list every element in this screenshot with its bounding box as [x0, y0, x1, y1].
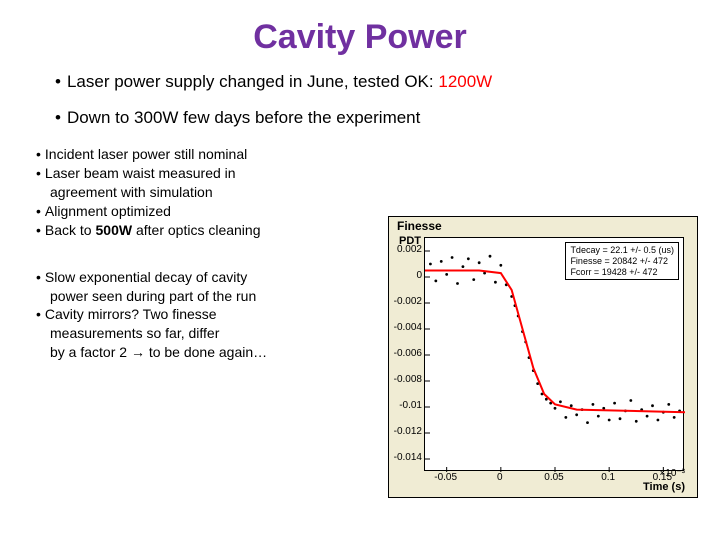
- chart-ytick: -0.004: [390, 322, 422, 333]
- chart-ytick: -0.008: [390, 374, 422, 385]
- chart-xlabel: Time (s): [643, 481, 685, 493]
- stat-line-1: Tdecay = 22.1 +/- 0.5 (us): [570, 245, 674, 256]
- chart-xtick: 0.1: [593, 472, 623, 483]
- arrow-icon: →: [131, 344, 145, 360]
- g1-l3: •Alignment optimized: [36, 202, 386, 221]
- chart-plot-area: Tdecay = 22.1 +/- 0.5 (us) Finesse = 208…: [424, 237, 684, 471]
- page-title: Cavity Power: [0, 18, 720, 57]
- g1-l1: •Incident laser power still nominal: [36, 145, 386, 164]
- stat-line-2: Finesse = 20842 +/- 472: [570, 256, 674, 267]
- left-column: •Incident laser power still nominal •Las…: [36, 145, 386, 390]
- bullet-1-value: 1200W: [438, 72, 492, 91]
- chart-xexp: ×10⁻³: [659, 468, 685, 479]
- g2-l2: •Cavity mirrors? Two finessemeasurements…: [36, 305, 386, 362]
- chart-ytick: -0.012: [390, 426, 422, 437]
- bullet-1: •Laser power supply changed in June, tes…: [55, 71, 680, 93]
- chart-ytick: -0.01: [390, 400, 422, 411]
- finesse-chart: Finesse PDT Tdecay = 22.1 +/- 0.5 (us) F…: [388, 216, 698, 498]
- g2-l1: •Slow exponential decay of cavitypower s…: [36, 268, 386, 306]
- group-1: •Incident laser power still nominal •Las…: [36, 145, 386, 239]
- chart-xtick: 0.05: [539, 472, 569, 483]
- bullet-1-text: Laser power supply changed in June, test…: [67, 72, 438, 91]
- group-2: •Slow exponential decay of cavitypower s…: [36, 268, 386, 362]
- chart-statbox: Tdecay = 22.1 +/- 0.5 (us) Finesse = 208…: [565, 242, 679, 280]
- chart-xtick: -0.05: [431, 472, 461, 483]
- chart-ytick: 0.002: [390, 244, 422, 255]
- chart-title: Finesse: [397, 219, 442, 233]
- chart-ytick: -0.014: [390, 452, 422, 463]
- bullet-2-text: Down to 300W few days before the experim…: [67, 108, 420, 127]
- g1-l4: •Back to 500W after optics cleaning: [36, 221, 386, 240]
- chart-ytick: -0.006: [390, 348, 422, 359]
- chart-xtick: 0: [485, 472, 515, 483]
- chart-ytick: 0: [390, 270, 422, 281]
- stat-line-3: Fcorr = 19428 +/- 472: [570, 267, 674, 278]
- bullet-2: •Down to 300W few days before the experi…: [55, 107, 680, 129]
- g1-l2: •Laser beam waist measured inagreement w…: [36, 164, 386, 202]
- chart-ytick: -0.002: [390, 296, 422, 307]
- top-bullets: •Laser power supply changed in June, tes…: [55, 71, 680, 129]
